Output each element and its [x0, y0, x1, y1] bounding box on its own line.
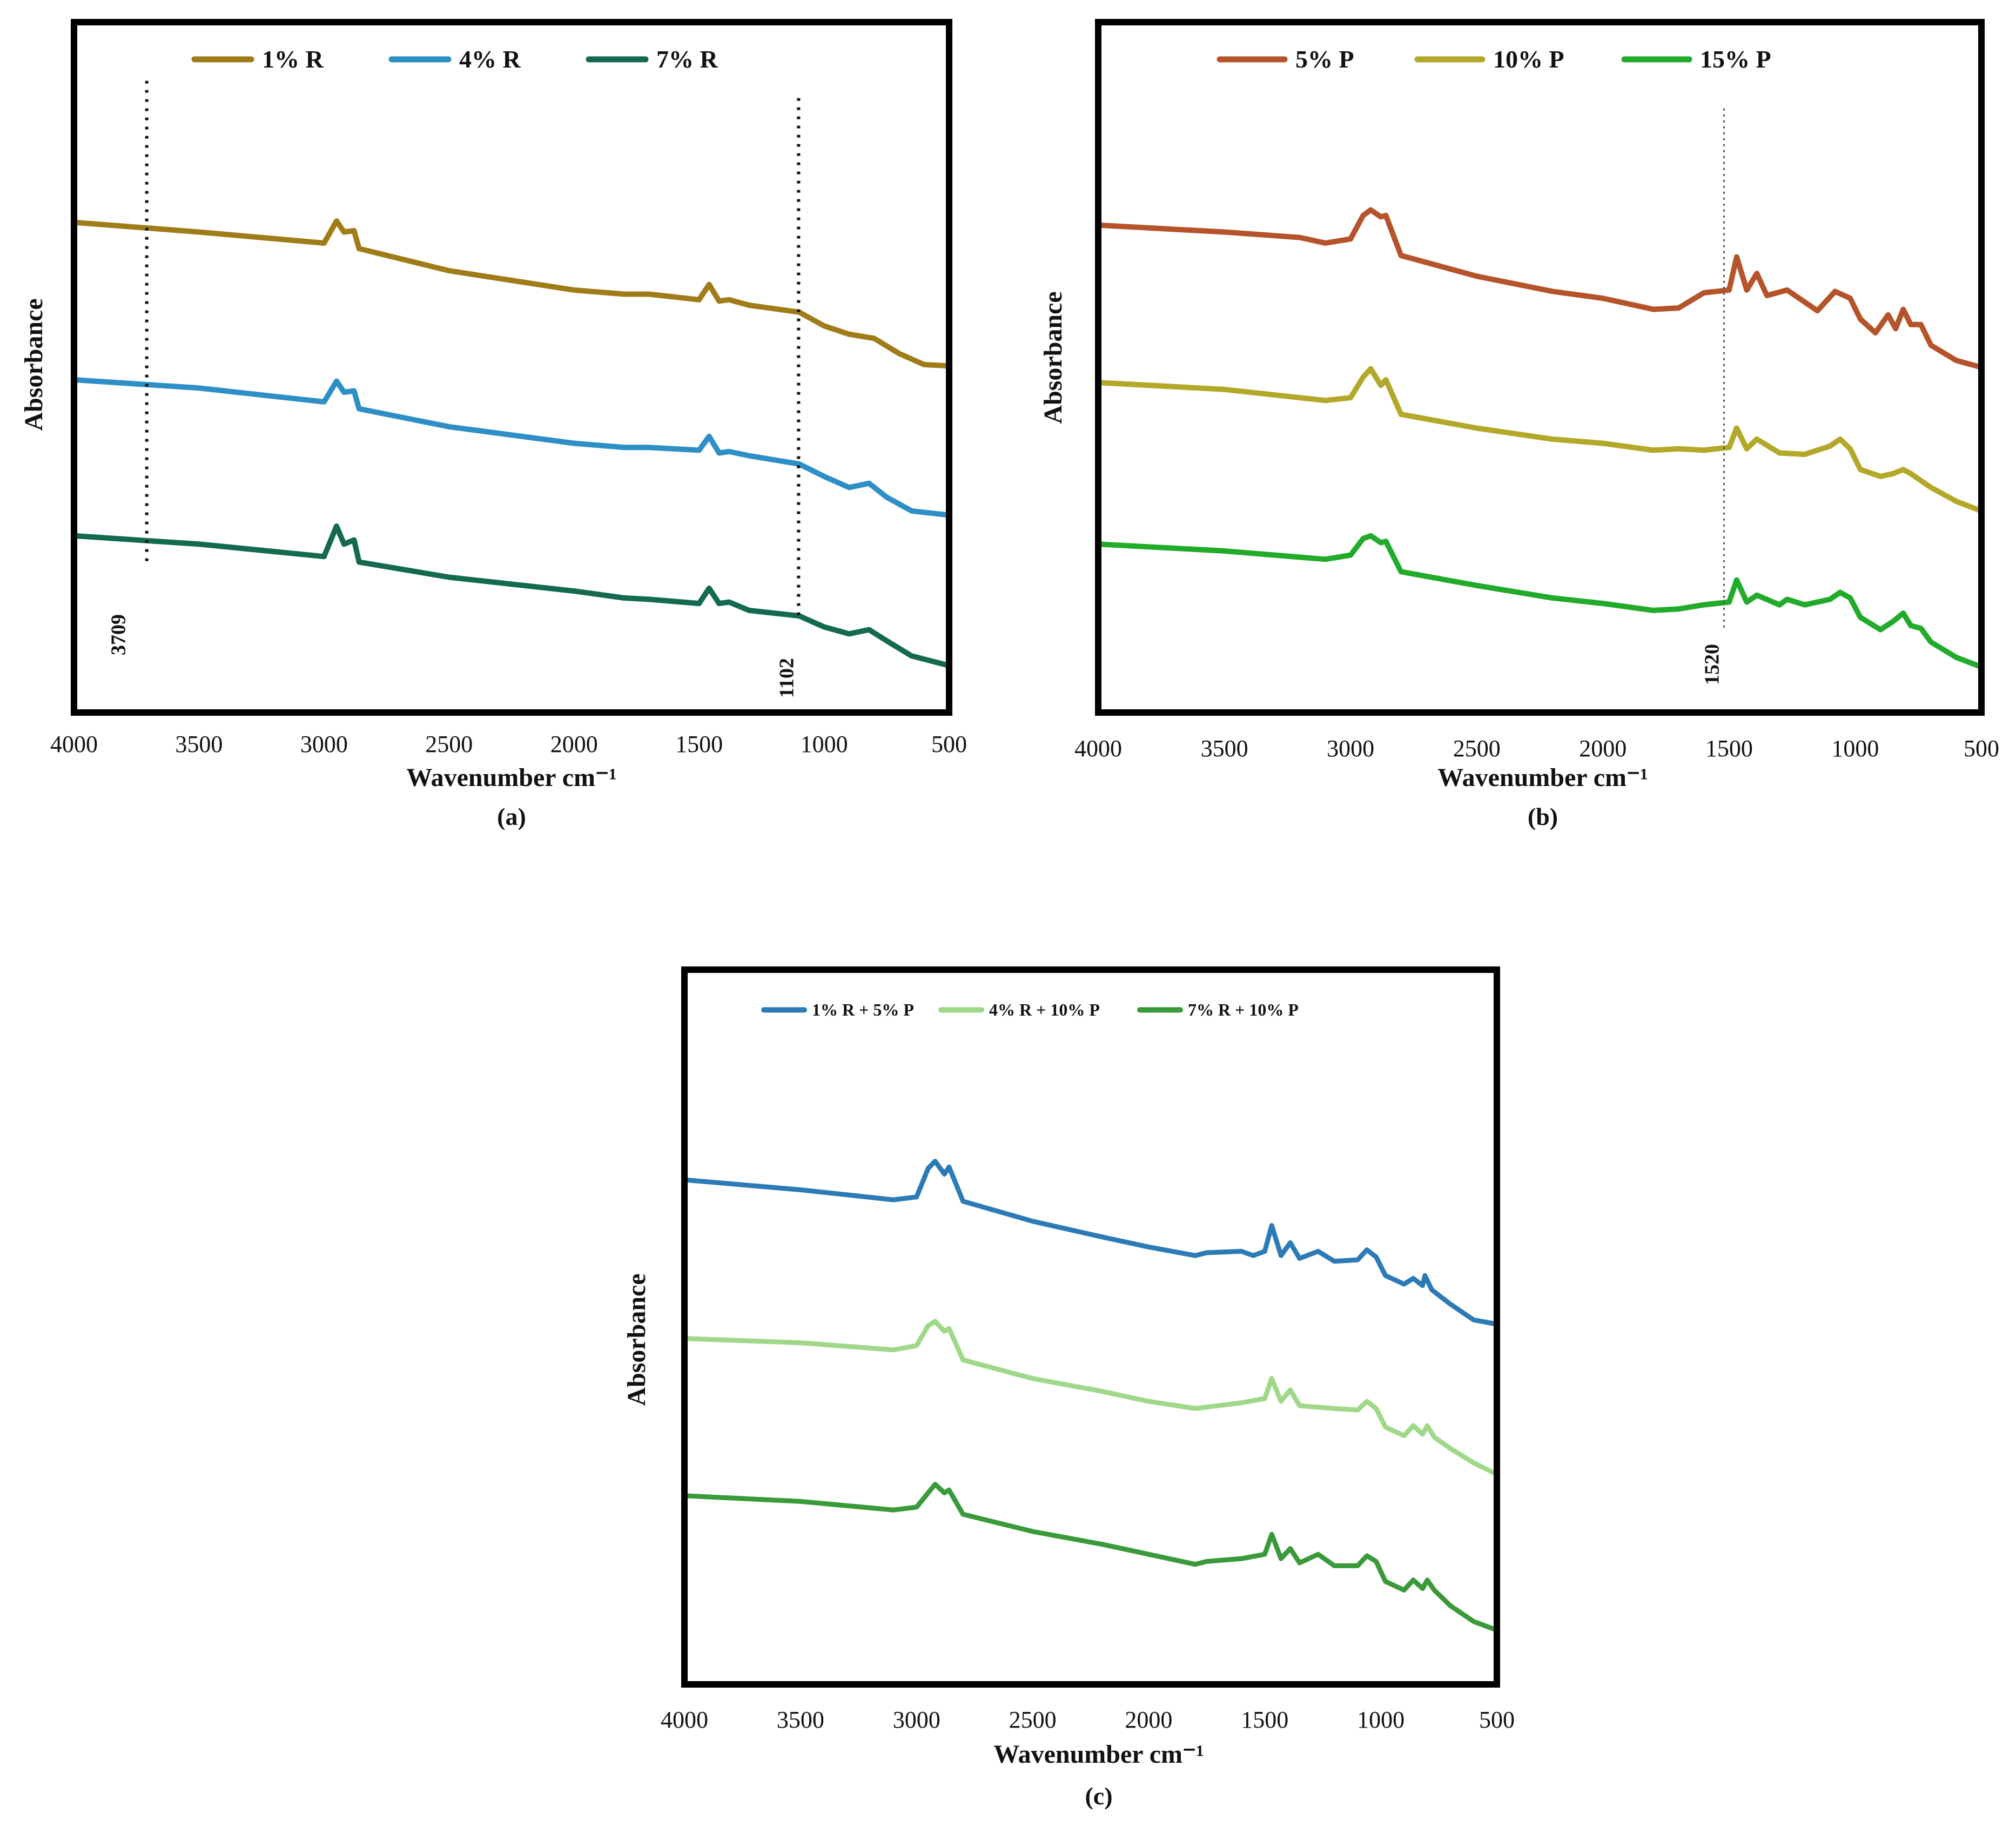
series-line-3 [1098, 533, 1981, 670]
series-line-1 [1098, 207, 1981, 370]
marker-label: 1102 [775, 658, 798, 698]
x-axis-label: Wavenumber cm⁻¹ [993, 1740, 1204, 1769]
legend-label: 15% P [1700, 45, 1771, 73]
series-line-2 [1098, 366, 1981, 514]
panel-a: 3709 1102 4000 3500 3000 2500 2000 1500 1000 500… [19, 19, 967, 830]
series-line-2 [74, 377, 949, 518]
x-tick-label: 2500 [1009, 1707, 1057, 1733]
x-tick-label: 1500 [1705, 735, 1753, 762]
legend-label: 7% R + 10% P [1188, 1000, 1299, 1019]
plot-frame-a [71, 19, 952, 716]
x-axis-label: Wavenumber cm⁻¹ [406, 763, 616, 792]
x-tick-label: 3500 [1201, 735, 1248, 762]
panel-caption: (b) [1528, 803, 1558, 830]
x-tick-label: 3500 [175, 731, 223, 757]
x-tick-label: 1500 [675, 731, 723, 757]
plot-frame-c [681, 966, 1500, 1688]
x-tick-label: 2500 [425, 731, 473, 757]
legend-label: 4% R [459, 45, 521, 73]
x-tick-label: 4000 [1074, 735, 1122, 762]
x-tick-label: 4000 [50, 731, 98, 757]
y-axis-label: Absorbance [1039, 291, 1067, 424]
marker-label: 3709 [107, 614, 130, 655]
x-tick-label: 1000 [1831, 735, 1879, 762]
legend-label: 1% R + 5% P [812, 1000, 914, 1019]
series-line-1 [74, 218, 949, 369]
x-tick-label: 3000 [893, 1707, 940, 1733]
x-tick-label: 2500 [1453, 735, 1501, 762]
panel-c: 4000 3500 3000 2500 2000 1500 1000 500 1% R + 5… [622, 966, 1515, 1810]
x-tick-label: 4000 [661, 1707, 708, 1733]
series-line-3 [684, 1482, 1497, 1633]
x-tick-label: 1500 [1241, 1707, 1288, 1733]
y-axis-label: Absorbance [19, 298, 48, 431]
y-axis-label: Absorbance [622, 1273, 651, 1406]
x-tick-label: 2000 [1579, 735, 1627, 762]
plot-frame-b [1095, 19, 1985, 716]
series-line-3 [74, 523, 949, 669]
x-tick-label: 500 [1964, 735, 1999, 762]
x-tick-label: 1000 [801, 731, 848, 757]
series-line-2 [684, 1319, 1497, 1477]
x-tick-label: 1000 [1357, 1707, 1405, 1733]
legend-label: 1% R [262, 45, 324, 73]
panel-caption: (a) [497, 803, 526, 830]
x-tick-label: 3500 [777, 1707, 824, 1733]
x-tick-label: 3000 [300, 731, 348, 757]
legend-label: 7% R [656, 45, 718, 73]
x-tick-label: 2000 [550, 731, 598, 757]
x-tick-label: 500 [931, 731, 967, 757]
marker-label: 1520 [1701, 644, 1724, 685]
legend-label: 5% P [1295, 45, 1354, 73]
x-axis-label: Wavenumber cm⁻¹ [1437, 763, 1648, 792]
x-tick-label: 2000 [1125, 1707, 1172, 1733]
panel-caption: (c) [1085, 1782, 1112, 1810]
x-tick-label: 500 [1479, 1707, 1515, 1733]
x-tick-label: 3000 [1327, 735, 1374, 762]
legend-label: 10% P [1493, 45, 1564, 73]
legend-label: 4% R + 10% P [989, 1000, 1100, 1019]
panel-b: 1520 4000 3500 3000 2500 2000 1500 1000 500 5% … [1039, 19, 1999, 830]
series-line-1 [684, 1159, 1497, 1327]
